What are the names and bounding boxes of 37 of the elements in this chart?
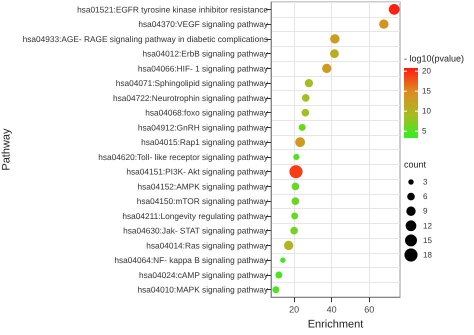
x-tick-label: 40: [326, 304, 337, 315]
y-tick-label: hsa04014:Ras signaling pathway: [146, 240, 269, 250]
color-bar-label: 10: [422, 106, 432, 116]
color-bar-title: - log10(pvalue): [404, 54, 464, 64]
y-tick-label: hsa04722:Neurotrophin signaling pathway: [113, 92, 269, 103]
y-axis-title: Pathway: [0, 128, 12, 171]
y-tick-label: hsa04620:Toll- like receptor signaling pathway: [98, 152, 269, 162]
y-tick-label: hsa04068:foxo signaling pathway: [145, 108, 269, 118]
y-tick-label: hsa04933:AGE- RAGE signaling pathway in diabetic complications: [22, 34, 268, 44]
y-tick-label: hsa04211:Longevity regulating pathway: [122, 210, 269, 221]
y-tick-label: hsa04066:HIF- 1 signaling pathway: [138, 63, 269, 74]
y-tick-label: hsa04064:NF- kappa B signaling pathway: [114, 255, 269, 266]
color-bar-label: 5: [422, 126, 427, 136]
y-tick-label: hsa04151:PI3K- Akt signaling pathway: [126, 166, 269, 177]
legend-label: 15: [423, 236, 432, 245]
legend-label: 9: [423, 206, 428, 216]
legend-label: 3: [423, 178, 428, 186]
y-tick-label: hsa04071:Sphingolipid signaling pathway: [116, 78, 269, 88]
legend-title: count: [404, 160, 427, 170]
y-tick-label: hsa04630:Jak- STAT signaling pathway: [123, 226, 269, 236]
legend-label: 6: [423, 192, 428, 202]
y-tick-label: hsa04152:AMPK signaling pathway: [137, 181, 269, 192]
y-tick-label: hsa04912:GnRH signaling pathway: [138, 122, 269, 132]
y-tick-label: hsa04012:ErbB signaling pathway: [142, 48, 269, 59]
y-tick-label: hsa04150:mTOR signaling pathway: [136, 196, 269, 206]
x-tick-label: 60: [364, 304, 374, 315]
y-tick-label: hsa04010:MAPK signaling pathway: [137, 284, 269, 295]
x-tick-label: 20: [289, 304, 300, 315]
x-axis-title: Enrichment: [308, 318, 364, 330]
color-bar-label: 15: [422, 86, 432, 96]
y-tick-label: hsa04015:Rap1 signaling pathway: [141, 137, 269, 148]
y-tick-label: hsa04370:VEGF signaling pathway: [138, 19, 269, 30]
color-bar-label: 20: [422, 66, 432, 76]
y-tick-label: hsa04024:cAMP signaling pathway: [139, 270, 269, 280]
legend-label: 12: [423, 221, 432, 230]
legend-label: 18: [423, 250, 432, 260]
y-tick-label: hsa01521:EGFR tyrosine kinase inhibitor resistance: [77, 4, 268, 14]
